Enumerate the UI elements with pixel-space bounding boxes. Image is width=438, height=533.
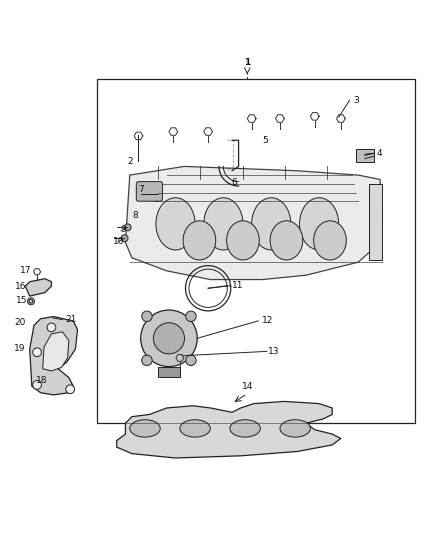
Ellipse shape: [130, 419, 160, 437]
Polygon shape: [125, 166, 382, 279]
Circle shape: [66, 385, 74, 393]
Text: 18: 18: [35, 376, 47, 385]
Polygon shape: [43, 332, 69, 371]
Text: 9: 9: [120, 225, 126, 234]
Circle shape: [28, 298, 35, 305]
Circle shape: [186, 311, 196, 321]
Text: 3: 3: [353, 96, 359, 105]
Ellipse shape: [204, 198, 243, 250]
Ellipse shape: [314, 221, 346, 260]
Circle shape: [186, 355, 196, 366]
Text: 17: 17: [19, 266, 31, 276]
FancyBboxPatch shape: [136, 182, 162, 201]
Circle shape: [29, 300, 33, 303]
Circle shape: [142, 355, 152, 366]
Ellipse shape: [280, 419, 311, 437]
Text: 7: 7: [138, 184, 144, 193]
Text: 1: 1: [244, 58, 251, 67]
Ellipse shape: [183, 221, 216, 260]
Text: 6: 6: [231, 178, 237, 187]
Circle shape: [47, 323, 56, 332]
Ellipse shape: [252, 198, 291, 250]
Polygon shape: [117, 401, 341, 458]
Text: 11: 11: [232, 281, 244, 290]
Text: 15: 15: [16, 296, 28, 305]
Bar: [97, 79, 415, 423]
Ellipse shape: [300, 198, 339, 250]
Circle shape: [33, 381, 42, 389]
Polygon shape: [25, 279, 51, 296]
Polygon shape: [30, 317, 78, 395]
Bar: [369, 184, 382, 260]
Circle shape: [121, 235, 128, 241]
Text: 10: 10: [113, 237, 125, 246]
Text: 13: 13: [268, 347, 279, 356]
Text: 4: 4: [377, 149, 382, 158]
Ellipse shape: [230, 419, 260, 437]
Text: 8: 8: [133, 211, 138, 220]
Ellipse shape: [180, 419, 210, 437]
Text: 14: 14: [242, 382, 253, 391]
Bar: [158, 367, 180, 377]
Ellipse shape: [156, 198, 195, 250]
Circle shape: [124, 224, 131, 231]
Text: 12: 12: [261, 317, 273, 326]
Ellipse shape: [226, 221, 259, 260]
Circle shape: [141, 310, 197, 367]
Circle shape: [153, 323, 184, 354]
Ellipse shape: [270, 221, 303, 260]
Bar: [356, 149, 374, 162]
Text: 21: 21: [66, 315, 77, 324]
Text: 19: 19: [14, 344, 25, 353]
Text: 16: 16: [15, 281, 27, 290]
Text: 5: 5: [262, 136, 268, 145]
Text: 20: 20: [14, 318, 25, 327]
Text: 2: 2: [127, 157, 133, 166]
Circle shape: [142, 311, 152, 321]
Circle shape: [33, 348, 42, 357]
